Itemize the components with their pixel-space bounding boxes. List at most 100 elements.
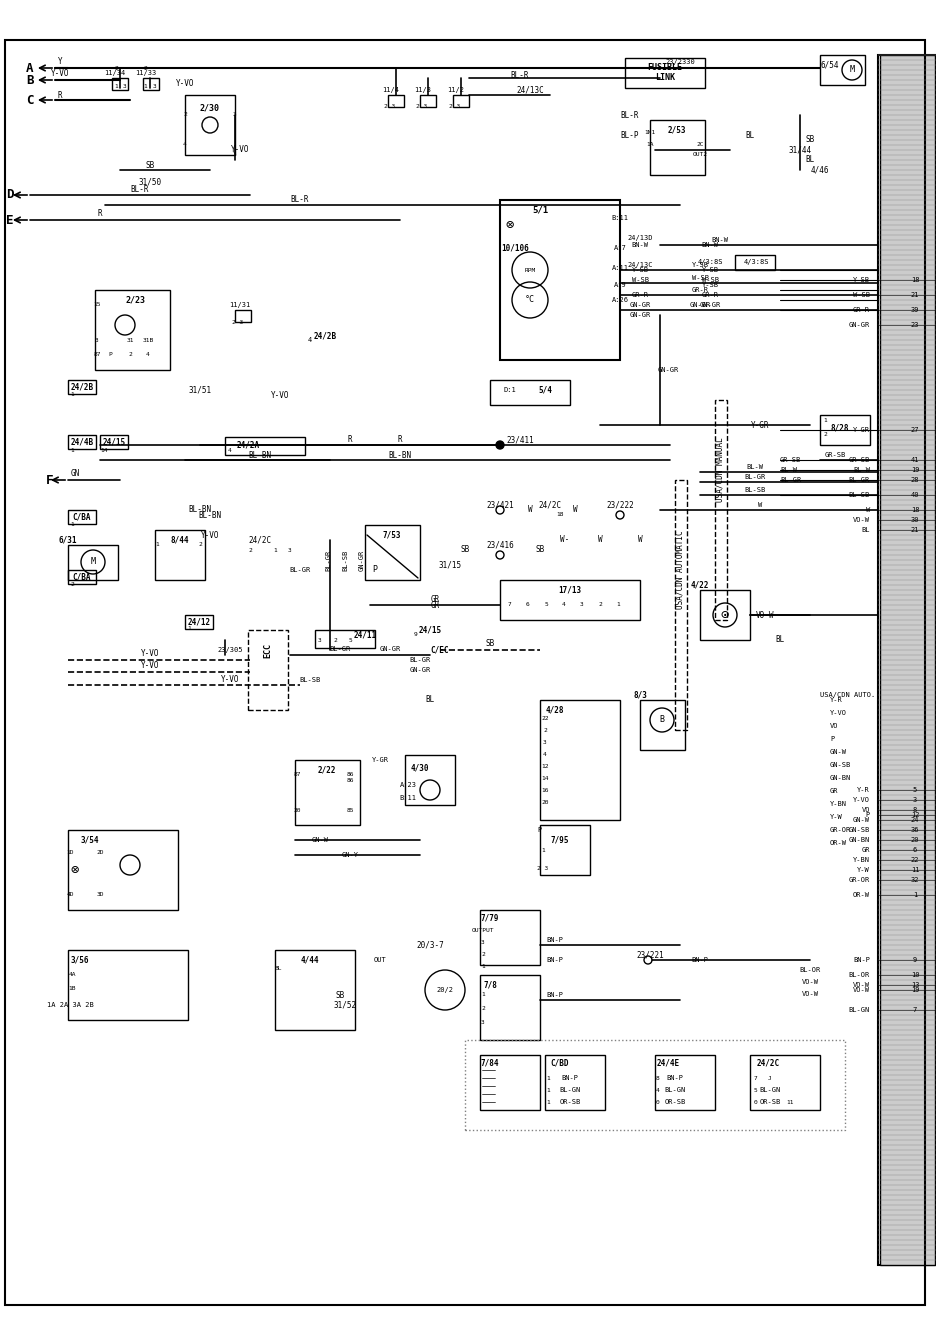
Text: OR-SB: OR-SB: [560, 1099, 580, 1105]
Text: 1N1: 1N1: [644, 130, 655, 135]
Text: Y-VO: Y-VO: [176, 79, 195, 89]
Text: 31: 31: [126, 337, 134, 343]
Bar: [112, 78, 128, 90]
Text: GN-BN: GN-BN: [849, 837, 870, 843]
Text: 3: 3: [233, 112, 237, 118]
Text: 5/1: 5/1: [532, 205, 548, 214]
Text: Y-SB: Y-SB: [692, 262, 709, 269]
Bar: [750, 1054, 820, 1110]
Text: BN-P: BN-P: [547, 992, 563, 998]
Text: P: P: [373, 565, 377, 574]
Text: 23/2330: 23/2330: [665, 60, 695, 65]
Text: 6/31: 6/31: [59, 536, 78, 545]
Text: 12: 12: [911, 812, 919, 818]
Text: 20: 20: [911, 837, 919, 843]
Text: A: A: [26, 61, 34, 74]
Text: 24/12: 24/12: [187, 618, 211, 627]
Text: 41: 41: [911, 456, 919, 463]
Text: 86: 86: [346, 773, 354, 778]
Text: GN-W: GN-W: [312, 837, 329, 843]
Bar: [155, 531, 205, 579]
Text: W-SB: W-SB: [701, 277, 719, 283]
Text: 4/46: 4/46: [811, 165, 829, 175]
Text: 36: 36: [911, 827, 919, 833]
Text: 3: 3: [288, 548, 292, 553]
Text: 11/33: 11/33: [136, 70, 156, 75]
Text: Y-R: Y-R: [857, 787, 870, 792]
Text: R: R: [97, 209, 102, 218]
Bar: [388, 95, 404, 107]
Text: BL: BL: [425, 696, 434, 705]
Text: 11/2: 11/2: [447, 87, 464, 93]
Text: Y-SB: Y-SB: [632, 267, 649, 273]
Text: BL-GR: BL-GR: [325, 549, 331, 570]
Text: GN-SB: GN-SB: [849, 827, 870, 833]
Text: 2: 2: [248, 548, 252, 553]
Text: GN-GR: GN-GR: [629, 312, 651, 318]
Text: 3: 3: [318, 638, 322, 643]
Text: 11/3: 11/3: [415, 87, 431, 93]
Text: GN: GN: [70, 470, 80, 479]
Text: 4/22: 4/22: [691, 581, 709, 590]
Text: 40: 40: [911, 492, 919, 497]
Text: 3: 3: [481, 939, 485, 945]
Text: OUT: OUT: [373, 957, 387, 963]
Text: OR-W: OR-W: [830, 840, 847, 845]
Text: 3: 3: [124, 83, 127, 89]
Text: 4/30: 4/30: [411, 763, 430, 773]
Text: OR-SB: OR-SB: [665, 1099, 686, 1105]
Text: VO-W: VO-W: [853, 517, 870, 523]
Text: 2 3: 2 3: [385, 105, 396, 110]
Text: 20/2: 20/2: [436, 987, 454, 994]
Text: BN-W: BN-W: [711, 237, 728, 243]
Text: Y-VO: Y-VO: [140, 650, 159, 659]
Text: 30: 30: [911, 517, 919, 523]
Bar: [225, 437, 305, 455]
Text: SB: SB: [461, 545, 470, 554]
Text: 1: 1: [143, 83, 147, 89]
Text: 17/13: 17/13: [559, 586, 581, 594]
Text: BL: BL: [274, 966, 282, 971]
Text: BL-R: BL-R: [621, 111, 639, 119]
Text: BL: BL: [805, 156, 814, 164]
Text: 2 3: 2 3: [449, 105, 461, 110]
Text: VO-W: VO-W: [755, 610, 774, 619]
Text: Y-VO: Y-VO: [853, 796, 870, 803]
Text: W: W: [573, 505, 578, 515]
Text: 23/305: 23/305: [217, 647, 242, 654]
Text: A:26: A:26: [611, 296, 628, 303]
Text: 21: 21: [911, 292, 919, 298]
Text: BN-P: BN-P: [692, 957, 709, 963]
Text: 3/56: 3/56: [71, 955, 89, 964]
Bar: [500, 579, 640, 620]
Text: SB: SB: [805, 135, 814, 144]
Text: 1: 1: [546, 1076, 549, 1081]
Text: 4/3:8S: 4/3:8S: [743, 259, 768, 265]
Text: 3/54: 3/54: [80, 836, 99, 844]
Bar: [420, 95, 436, 107]
Bar: [68, 830, 178, 910]
Bar: [68, 570, 96, 583]
Text: 24/13D: 24/13D: [627, 235, 652, 241]
Text: BL-SB: BL-SB: [849, 492, 870, 497]
Text: Y: Y: [58, 57, 63, 66]
Text: Y-VO: Y-VO: [51, 70, 69, 78]
Text: 4: 4: [543, 751, 547, 757]
Text: 1A: 1A: [646, 143, 653, 147]
Text: 87: 87: [94, 352, 101, 357]
Text: 1: 1: [546, 1088, 549, 1093]
Text: BN-P: BN-P: [547, 957, 563, 963]
Text: Y-VO: Y-VO: [231, 146, 249, 155]
Text: GN-GR: GN-GR: [409, 667, 431, 673]
Text: P: P: [866, 812, 870, 818]
Text: W: W: [637, 536, 642, 545]
Text: GN-W: GN-W: [830, 749, 847, 755]
Text: M: M: [850, 66, 855, 74]
Text: 7: 7: [753, 1076, 757, 1081]
Text: GR-R: GR-R: [692, 287, 709, 292]
Text: E: E: [7, 213, 14, 226]
Text: A:11: A:11: [611, 265, 628, 271]
Text: SB: SB: [145, 160, 154, 169]
Bar: [95, 290, 170, 370]
Bar: [405, 755, 455, 804]
